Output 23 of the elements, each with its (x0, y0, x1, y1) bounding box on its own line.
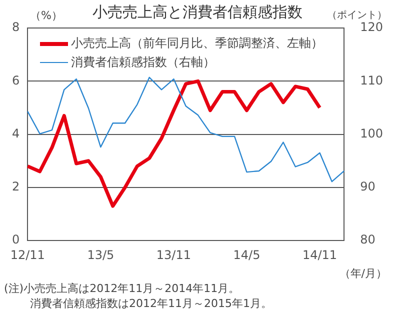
y-axis-title: （%） (30, 8, 62, 23)
y-tick-label: 4 (12, 126, 20, 140)
y2-tick-label: 110 (360, 73, 383, 88)
y2-tick-label: 80 (360, 232, 376, 247)
y-tick-label: 2 (12, 180, 20, 194)
legend-label: 小売売上高（前年同月比、季節調整済、左軸） (71, 35, 323, 52)
y-tick-label: 8 (12, 20, 20, 34)
y2-axis-title: （ポイント） (327, 9, 387, 22)
x-tick-label: 13/5 (87, 248, 114, 262)
x-tick-label: 14/11 (302, 248, 338, 262)
x-axis-title: （年/月） (338, 266, 388, 281)
x-tick-label: 13/11 (156, 248, 191, 262)
y2-tick-label: 100 (360, 126, 383, 140)
text: 消費者信頼感指数は2012年11月～2015年1月。 (29, 296, 273, 311)
y-tick-label: 0 (12, 232, 20, 247)
chart-title: 小売売上高と消費者信頼感指数 (92, 3, 302, 21)
x-tick-label: 14/5 (233, 248, 260, 262)
y2-tick-label: 90 (360, 180, 376, 194)
legend-label: 消費者信頼感指数（右軸） (71, 54, 215, 71)
text: (注)小売売上高は2012年11月～2014年11月。 (4, 281, 241, 296)
x-tick-label: 12/11 (10, 248, 45, 262)
y2-tick-label: 120 (360, 20, 383, 34)
y-tick-label: 6 (12, 73, 20, 88)
